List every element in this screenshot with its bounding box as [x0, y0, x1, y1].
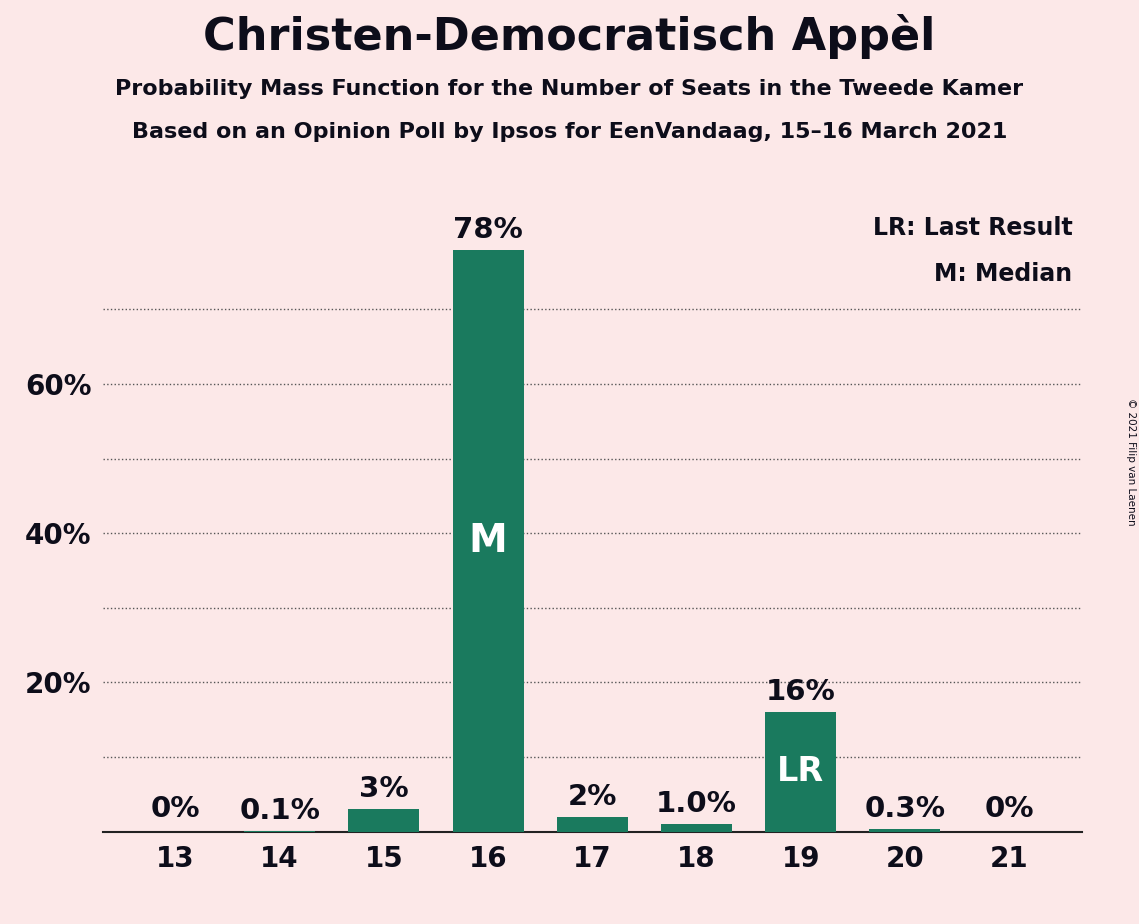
Text: 3%: 3% — [359, 775, 409, 803]
Bar — [349, 809, 419, 832]
Text: 78%: 78% — [453, 216, 523, 244]
Text: 0.3%: 0.3% — [865, 796, 945, 823]
Text: Probability Mass Function for the Number of Seats in the Tweede Kamer: Probability Mass Function for the Number… — [115, 79, 1024, 99]
Text: M: M — [469, 522, 508, 560]
Text: 1.0%: 1.0% — [656, 790, 737, 818]
Bar — [452, 249, 524, 832]
Text: 0%: 0% — [984, 795, 1034, 822]
Bar — [661, 824, 732, 832]
Text: © 2021 Filip van Laenen: © 2021 Filip van Laenen — [1126, 398, 1136, 526]
Text: Christen-Democratisch Appèl: Christen-Democratisch Appèl — [204, 14, 935, 59]
Bar — [557, 817, 628, 832]
Bar — [869, 830, 941, 832]
Text: 0%: 0% — [150, 795, 200, 822]
Text: 2%: 2% — [567, 783, 617, 810]
Bar — [765, 712, 836, 832]
Text: M: Median: M: Median — [934, 262, 1072, 286]
Text: Based on an Opinion Poll by Ipsos for EenVandaag, 15–16 March 2021: Based on an Opinion Poll by Ipsos for Ee… — [132, 122, 1007, 142]
Text: 16%: 16% — [765, 678, 836, 706]
Text: LR: Last Result: LR: Last Result — [872, 215, 1072, 239]
Text: 0.1%: 0.1% — [239, 796, 320, 825]
Text: LR: LR — [777, 756, 825, 788]
